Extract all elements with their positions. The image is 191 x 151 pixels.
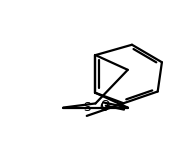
Text: S: S	[83, 101, 91, 114]
Text: O: O	[99, 101, 108, 114]
Text: O: O	[101, 99, 110, 112]
